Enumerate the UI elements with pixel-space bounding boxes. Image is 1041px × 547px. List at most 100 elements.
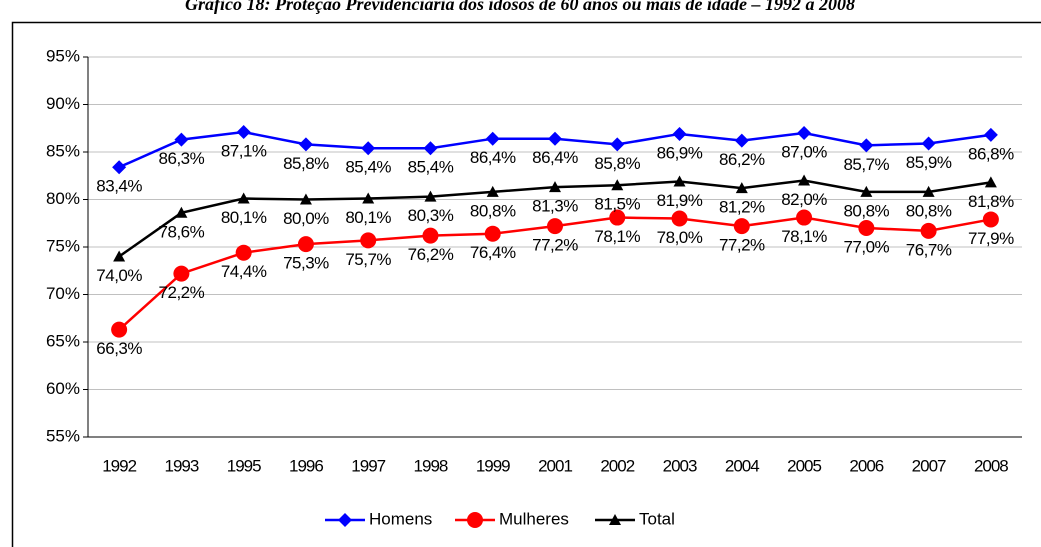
marker [860, 185, 873, 197]
x-tick-label: 2008 [974, 456, 1008, 475]
marker [920, 222, 937, 239]
data-label: 80,1% [221, 208, 267, 227]
marker [360, 232, 377, 249]
marker [486, 185, 499, 197]
data-label: 80,3% [408, 206, 454, 225]
data-label: 80,1% [345, 208, 391, 227]
data-label: 77,2% [719, 236, 765, 255]
marker [983, 127, 998, 142]
data-label: 77,2% [532, 236, 578, 255]
data-label: 86,4% [470, 148, 516, 167]
data-label: 85,8% [594, 154, 640, 173]
data-label: 80,8% [843, 201, 889, 220]
marker [610, 137, 625, 152]
chart-frame [11, 21, 1041, 547]
data-label: 85,8% [283, 154, 329, 173]
x-tick-label: 2007 [912, 456, 946, 475]
legend-marker [338, 513, 352, 527]
marker [982, 211, 999, 228]
data-label: 87,0% [781, 142, 827, 161]
x-tick-label: 1995 [227, 456, 261, 475]
data-label: 86,2% [719, 150, 765, 169]
x-tick-label: 2002 [600, 456, 634, 475]
data-label: 80,0% [283, 209, 329, 228]
marker [673, 175, 686, 187]
data-label: 74,4% [221, 262, 267, 281]
marker [111, 321, 128, 338]
marker [297, 236, 314, 253]
data-label: 81,3% [532, 197, 578, 216]
data-label: 81,2% [719, 198, 765, 217]
y-tick-label: 80% [46, 189, 80, 208]
data-label: 76,2% [408, 245, 454, 264]
marker [921, 136, 936, 151]
x-tick-label: 2006 [849, 456, 883, 475]
x-tick-label: 1998 [414, 456, 448, 475]
marker [485, 131, 500, 146]
marker [423, 141, 438, 156]
y-tick-label: 85% [46, 141, 80, 160]
x-tick-label: 1999 [476, 456, 510, 475]
data-label: 85,7% [843, 155, 889, 174]
marker [235, 244, 252, 261]
marker [548, 131, 562, 146]
marker [733, 218, 750, 235]
data-label: 75,7% [345, 250, 391, 269]
legend-label: Homens [369, 509, 432, 528]
data-label: 78,0% [657, 228, 703, 247]
x-tick-label: 1992 [102, 456, 136, 475]
legend-label: Mulheres [499, 509, 569, 528]
x-tick-label: 1993 [164, 456, 198, 475]
x-tick-label: 1997 [351, 456, 385, 475]
marker [298, 137, 313, 152]
data-label: 81,8% [968, 192, 1014, 211]
data-label: 72,2% [159, 283, 205, 302]
data-label: 86,8% [968, 144, 1014, 163]
legend-marker [467, 512, 483, 528]
x-tick-label: 2001 [538, 456, 572, 475]
marker [671, 210, 688, 227]
marker [798, 174, 811, 186]
data-label: 83,4% [96, 177, 142, 196]
marker [237, 192, 250, 204]
data-label: 76,4% [470, 243, 516, 262]
marker [484, 225, 501, 242]
y-tick-label: 55% [46, 426, 80, 445]
marker [922, 185, 935, 197]
marker [984, 176, 997, 188]
marker [424, 190, 437, 202]
y-tick-label: 65% [46, 331, 80, 350]
x-tick-label: 2004 [725, 456, 759, 475]
data-label: 86,4% [532, 148, 578, 167]
marker [175, 206, 188, 218]
x-tick-label: 1996 [289, 456, 323, 475]
data-label: 80,8% [906, 201, 952, 220]
chart-title: Gráfico 18: Proteção Previdenciária dos … [185, 0, 855, 14]
marker [362, 192, 375, 204]
data-label: 66,3% [96, 339, 142, 358]
x-tick-label: 2005 [787, 456, 821, 475]
data-label: 81,5% [594, 195, 640, 214]
marker [549, 181, 561, 193]
marker [299, 193, 312, 205]
y-tick-label: 60% [46, 379, 80, 398]
data-label: 87,1% [221, 142, 267, 161]
x-tick-label: 2003 [663, 456, 697, 475]
data-label: 78,1% [594, 227, 640, 246]
data-label: 76,7% [906, 240, 952, 259]
marker [173, 265, 190, 282]
marker [796, 209, 813, 226]
data-label: 81,9% [657, 191, 703, 210]
data-label: 82,0% [781, 190, 827, 209]
marker [609, 209, 626, 226]
data-label: 74,0% [96, 266, 142, 285]
marker [112, 160, 127, 175]
marker [361, 141, 376, 156]
legend-marker [609, 514, 621, 525]
marker [734, 133, 749, 148]
data-label: 78,6% [159, 222, 205, 241]
marker [735, 182, 748, 194]
marker [174, 132, 189, 147]
